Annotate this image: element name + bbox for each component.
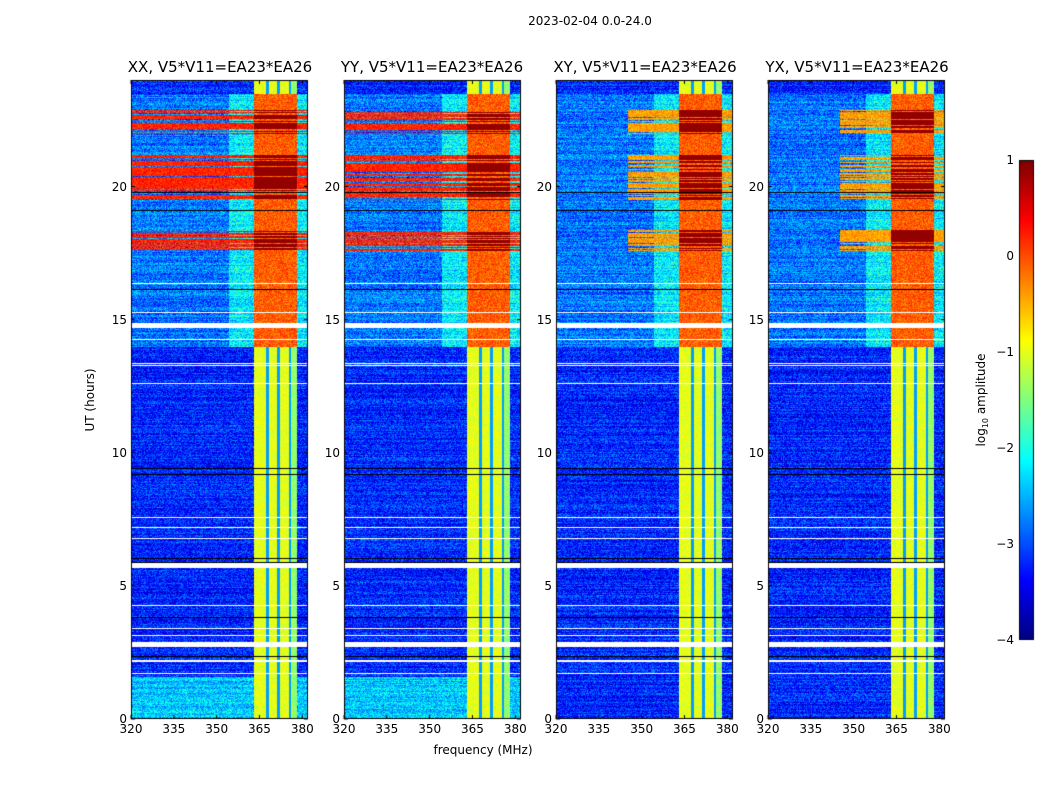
- x-tick-label: 335: [375, 722, 399, 736]
- x-tick-label: 335: [162, 722, 186, 736]
- y-tick-label: 15: [111, 312, 127, 327]
- y-tick-label: 20: [324, 179, 340, 194]
- x-tick-label: 365: [673, 722, 696, 736]
- panel-title-yx: YX, V5*V11=EA23*EA26: [765, 58, 949, 76]
- x-tick-label: 350: [205, 722, 229, 736]
- colorbar-tick-label: 1: [1006, 153, 1014, 167]
- x-tick-label: 320: [332, 722, 356, 736]
- colorbar-tick-label: −1: [996, 345, 1014, 359]
- y-tick-label: 20: [111, 179, 127, 194]
- x-tick-label: 380: [503, 722, 527, 736]
- x-tick-label: 365: [885, 722, 908, 736]
- y-tick-label: 10: [536, 445, 552, 460]
- y-tick-label: 0: [756, 712, 764, 726]
- y-axis-label: UT (hours): [83, 368, 97, 432]
- x-tick-label: 365: [461, 722, 484, 736]
- colorbar-tick-label: −2: [996, 441, 1014, 455]
- y-tick-label: 10: [324, 445, 340, 460]
- y-tick-label: 5: [119, 578, 127, 593]
- y-tick-label: 15: [324, 312, 340, 327]
- x-tick-label: 380: [715, 722, 739, 736]
- y-tick-label: 20: [536, 179, 552, 194]
- y-tick-label: 20: [748, 179, 764, 194]
- y-tick-label: 0: [332, 712, 340, 726]
- x-tick-label: 350: [842, 722, 866, 736]
- colorbar-tick-label: −4: [996, 633, 1014, 647]
- panel-title-xy: XY, V5*V11=EA23*EA26: [553, 58, 737, 76]
- y-tick-label: 0: [119, 712, 127, 726]
- x-tick-label: 320: [119, 722, 143, 736]
- x-tick-label: 350: [418, 722, 442, 736]
- x-tick-label: 350: [630, 722, 654, 736]
- panel-title-xx: XX, V5*V11=EA23*EA26: [127, 58, 313, 76]
- panel-title-yy: YY, V5*V11=EA23*EA26: [340, 58, 524, 76]
- y-tick-label: 10: [748, 445, 764, 460]
- x-tick-label: 380: [927, 722, 951, 736]
- colorbar-tick-label: 0: [1006, 249, 1014, 263]
- x-tick-label: 335: [799, 722, 823, 736]
- y-tick-label: 0: [544, 712, 552, 726]
- colorbar-label-base: 10: [981, 417, 991, 429]
- colorbar-tick-label: −3: [996, 537, 1014, 551]
- colorbar-label-log: log: [973, 428, 988, 447]
- y-tick-label: 15: [536, 312, 552, 327]
- x-tick-label: 320: [544, 722, 568, 736]
- figure-suptitle: 2023-02-04 0.0-24.0: [528, 14, 652, 28]
- x-tick-label: 365: [248, 722, 271, 736]
- x-axis-label: frequency (MHz): [433, 743, 533, 757]
- colorbar-label: log10 amplitude: [974, 354, 990, 447]
- colorbar-label-amplitude: amplitude: [973, 353, 988, 418]
- y-tick-label: 5: [332, 578, 340, 593]
- y-tick-label: 15: [748, 312, 764, 327]
- y-tick-label: 5: [544, 578, 552, 593]
- y-tick-label: 5: [756, 578, 764, 593]
- x-tick-label: 380: [290, 722, 314, 736]
- y-tick-label: 10: [111, 445, 127, 460]
- x-tick-label: 320: [756, 722, 780, 736]
- x-tick-label: 335: [587, 722, 611, 736]
